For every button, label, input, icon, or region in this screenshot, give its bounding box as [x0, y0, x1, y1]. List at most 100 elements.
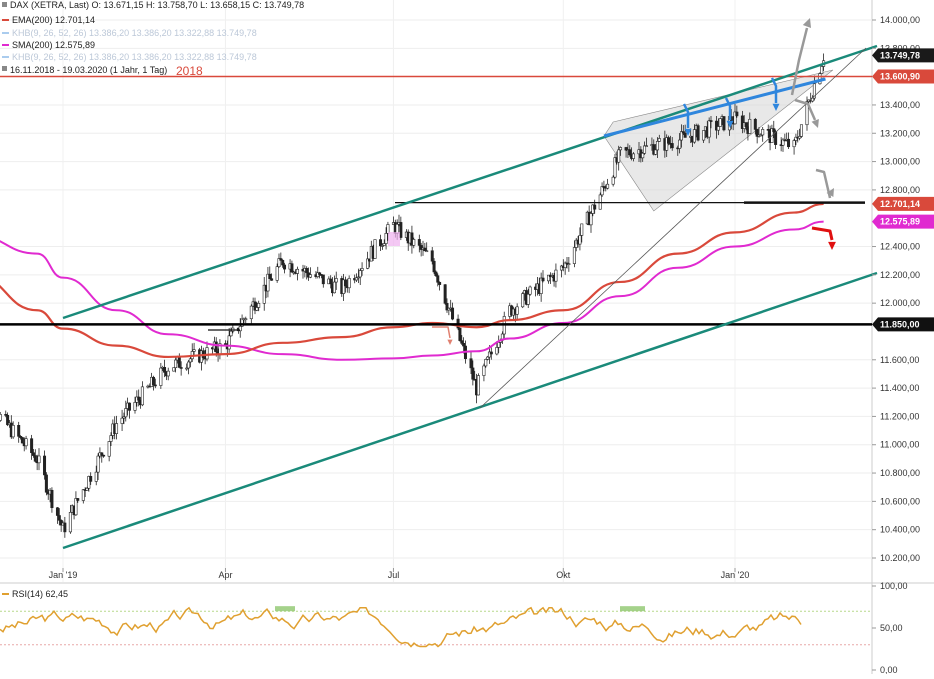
candle-body [137, 396, 141, 401]
candle-body [308, 274, 312, 278]
candle-body [716, 126, 720, 131]
candle-body [799, 124, 803, 137]
candle-body [702, 130, 706, 141]
candle-body [94, 471, 98, 482]
candle-body [580, 223, 584, 236]
candle-body [755, 129, 759, 137]
candle-body [102, 454, 106, 457]
candle-body [127, 402, 131, 411]
candle-body [469, 358, 473, 369]
price-badge-label: 13.749,78 [880, 50, 920, 60]
price-badge [872, 317, 934, 332]
grey-up-arrow [790, 27, 809, 96]
candle-body [6, 414, 10, 426]
price-badge [872, 48, 934, 63]
candle-body [445, 303, 449, 311]
channel-upper-line [62, 44, 878, 320]
candle-body [554, 269, 558, 282]
time-tick-label: Okt [556, 570, 571, 580]
candle-body [665, 137, 669, 151]
candle-body [794, 136, 798, 141]
price-axis: 14.000,00 13.800,00 13.400,00 13.200,00 13.0… [872, 15, 920, 563]
price-tick-label: 10.400,00 [880, 525, 920, 535]
candle-body [541, 277, 545, 282]
candle-body [174, 359, 178, 368]
candle-body [438, 281, 442, 285]
legend-range: 16.11.2018 - 19.03.2020 (1 Jahr, 1 Tag) [10, 65, 167, 75]
candle-body [572, 247, 576, 264]
time-tick-label: Jul [388, 570, 400, 580]
blue-arrow [770, 77, 778, 103]
candle-body [436, 275, 440, 283]
candle-body [683, 132, 687, 138]
candle-body [539, 277, 543, 294]
candle-body [268, 273, 272, 279]
candle-body [257, 303, 261, 308]
candle-body [384, 233, 388, 244]
candle-body [227, 335, 231, 350]
candle-body [33, 455, 37, 462]
candle-body [679, 131, 683, 141]
wedge-top-line [603, 77, 826, 138]
legend-main: DAX (XETRA, Last) O: 13.671,15 H: 13.758… [10, 0, 304, 10]
rsi-tick-label: 0,00 [880, 665, 898, 674]
rsi-panel[interactable] [0, 584, 872, 674]
legend-sma: SMA(200) 12.575,89 [12, 40, 95, 50]
candle-body [547, 274, 551, 282]
price-tick-label: 13.000,00 [880, 157, 920, 167]
candle-body [20, 437, 24, 444]
candle-body [151, 376, 155, 386]
price-panel[interactable] [0, 0, 872, 582]
candle-body [100, 452, 104, 456]
rsi-line [0, 606, 802, 648]
rsi-label: RSI(14) 62,45 [12, 589, 68, 599]
rsi-tick-label: 50,00 [880, 623, 903, 633]
annotation-arrows [388, 18, 836, 345]
candle-body [715, 120, 719, 131]
candle-body [617, 149, 621, 163]
candle-body [443, 284, 447, 304]
candle-body [692, 129, 696, 143]
price-badge [872, 214, 934, 229]
candle-body [460, 340, 464, 344]
candle-body [655, 141, 659, 151]
price-badge-label: 13.600,90 [880, 72, 920, 82]
rsi-overbought-fill [620, 606, 645, 612]
blue-arrow-head [772, 103, 780, 111]
candle-body [792, 140, 796, 148]
time-tick-label: Jan '19 [49, 570, 78, 580]
candle-body [50, 489, 54, 509]
candle-body [266, 273, 270, 292]
candle-body [244, 318, 248, 321]
time-tick-label: Jan '20 [721, 570, 750, 580]
candle-body [709, 120, 713, 122]
candle-body [484, 359, 488, 367]
candle-body [733, 111, 737, 125]
candle-body [787, 138, 791, 148]
candle-body [321, 274, 325, 285]
blue-arrow-head [726, 120, 734, 128]
candle-body [526, 293, 530, 305]
candle-body [124, 408, 128, 418]
candle-body [19, 436, 23, 438]
candle-body [412, 239, 416, 246]
time-tick-label: Apr [218, 570, 232, 580]
candle-body [624, 147, 628, 151]
candle-body [153, 384, 157, 387]
candle-body [355, 277, 359, 281]
candle-body [753, 118, 757, 130]
candle-body [423, 247, 427, 252]
candle-body [476, 375, 480, 396]
rsi-overbought-fill [275, 606, 295, 612]
candle-body [417, 239, 421, 246]
candle-body [515, 306, 519, 315]
price-tick-label: 13.200,00 [880, 128, 920, 138]
candle-body [360, 268, 364, 271]
candle-body [177, 356, 181, 368]
candle-body [347, 278, 351, 289]
candle-body [631, 153, 635, 159]
candle-body [159, 367, 163, 386]
channel-lower-line [62, 271, 878, 550]
candle-body [74, 498, 78, 516]
